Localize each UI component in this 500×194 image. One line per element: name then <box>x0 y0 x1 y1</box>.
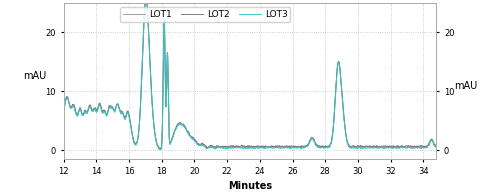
Y-axis label: mAU: mAU <box>454 81 477 91</box>
LOT3 <box>158 149 164 151</box>
LOT1 <box>434 146 440 148</box>
LOT1 <box>128 128 134 130</box>
LOT1 <box>303 145 309 147</box>
Line: LOT1: LOT1 <box>64 0 436 150</box>
LOT3 <box>60 111 66 114</box>
LOT2 <box>303 145 309 147</box>
LOT3 <box>128 129 134 131</box>
LOT3 <box>434 146 440 148</box>
LOT1 <box>367 147 373 149</box>
LOT1 <box>339 90 345 93</box>
LOT2 <box>60 109 66 112</box>
LOT3 <box>143 0 149 1</box>
LOT2 <box>128 127 134 129</box>
LOT2 <box>203 146 209 148</box>
LOT1 <box>284 147 290 149</box>
LOT1 <box>156 148 162 151</box>
LOT2 <box>284 145 290 147</box>
Line: LOT3: LOT3 <box>64 0 436 150</box>
LOT2 <box>339 90 345 93</box>
LOT1 <box>203 146 209 148</box>
LOT2 <box>434 144 440 146</box>
LOT3 <box>303 145 309 148</box>
Y-axis label: mAU: mAU <box>23 71 46 81</box>
LOT3 <box>367 146 373 149</box>
LOT3 <box>339 93 345 95</box>
Line: LOT2: LOT2 <box>64 0 436 149</box>
LOT3 <box>284 147 290 149</box>
LOT2 <box>367 145 373 148</box>
LOT2 <box>158 148 164 150</box>
LOT1 <box>60 110 66 112</box>
LOT3 <box>203 147 209 150</box>
X-axis label: Minutes: Minutes <box>228 181 272 191</box>
Legend: LOT1, LOT2, LOT3: LOT1, LOT2, LOT3 <box>120 7 290 22</box>
